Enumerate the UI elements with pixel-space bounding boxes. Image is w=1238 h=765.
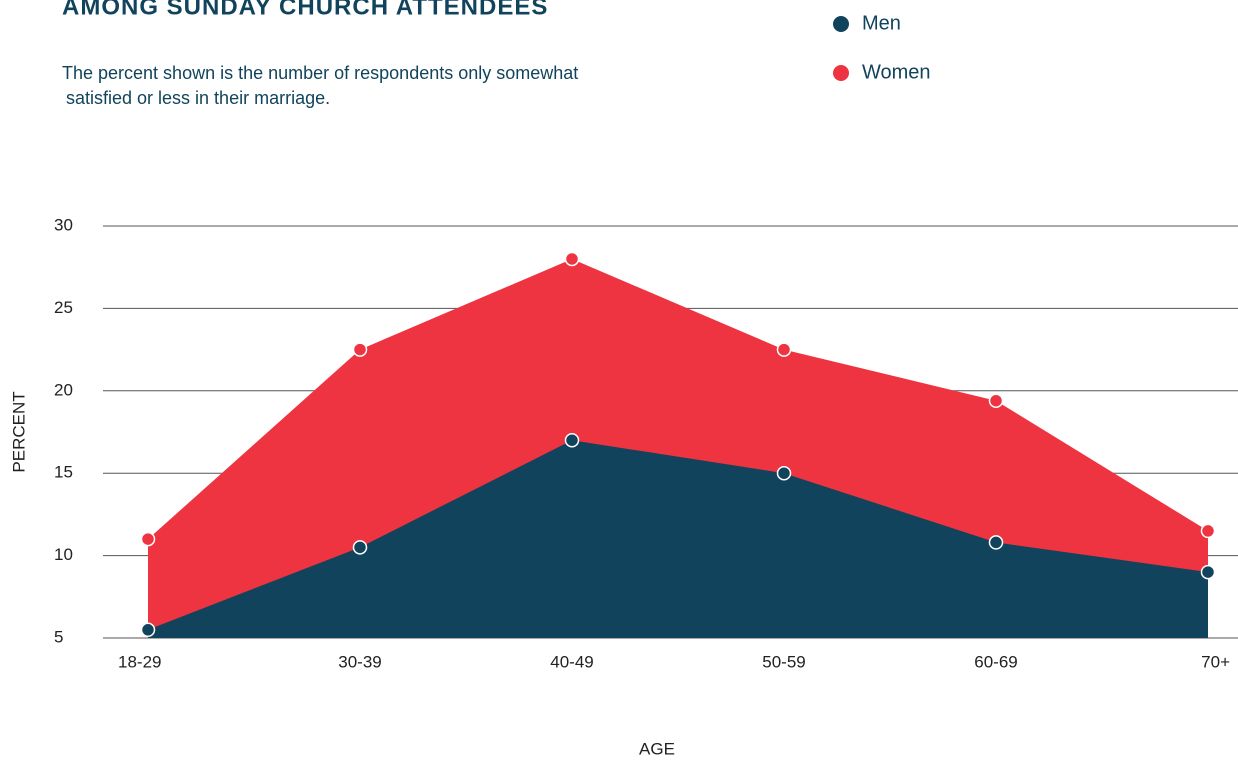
legend-swatch [833, 16, 849, 32]
point [352, 540, 368, 555]
y-tick-label: 25 [54, 298, 73, 317]
x-axis-label: AGE [639, 739, 675, 758]
y-axis-label: PERCENT [9, 391, 28, 472]
area [148, 440, 1208, 638]
y-tick-label: 10 [54, 545, 73, 564]
point [1200, 564, 1216, 580]
point [988, 393, 1004, 408]
x-tick-label: 18-29 [118, 652, 161, 671]
x-tick-label: 40-49 [550, 652, 593, 671]
point [776, 465, 792, 481]
point [140, 531, 156, 547]
y-tick-label: 15 [54, 463, 73, 482]
x-tick-label: 30-39 [338, 652, 381, 671]
y-tick-label: 30 [54, 215, 73, 234]
point [776, 342, 792, 357]
y-tick-label: 20 [54, 380, 73, 399]
legend-label: Women [862, 61, 931, 83]
point [988, 535, 1004, 550]
legend-label: Men [862, 12, 901, 34]
x-tick-label: 60-69 [974, 652, 1017, 671]
point [140, 622, 156, 638]
y-tick-label: 5 [54, 627, 63, 646]
point [1200, 523, 1216, 539]
legend-swatch [833, 65, 849, 81]
subtitle: satisfied or less in their marriage. [66, 88, 330, 108]
x-tick-label: 70+ [1201, 652, 1230, 671]
chart-title: AMONG SUNDAY CHURCH ATTENDEES [62, 0, 548, 20]
point [564, 432, 580, 448]
x-tick-label: 50-59 [762, 652, 805, 671]
subtitle: The percent shown is the number of respo… [62, 63, 578, 83]
point [564, 251, 580, 267]
point [352, 342, 368, 357]
